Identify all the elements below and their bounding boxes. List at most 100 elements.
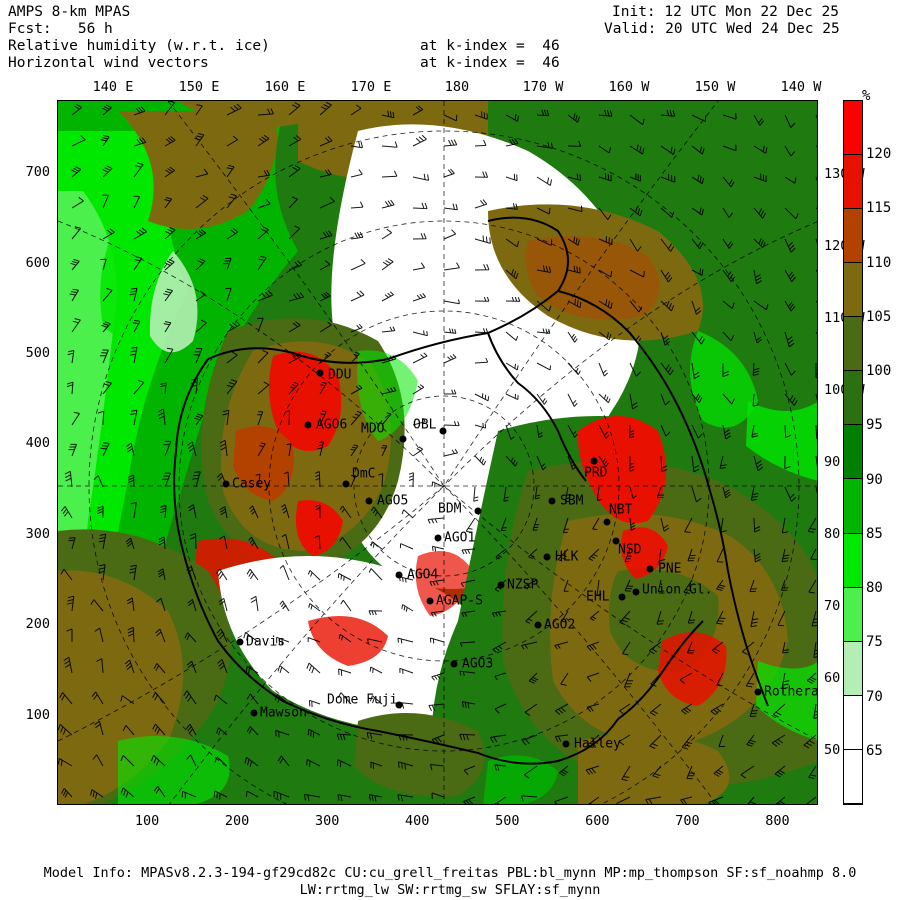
coastline: [173, 216, 769, 765]
wind-barb: [474, 357, 489, 364]
wind-barb: [681, 734, 693, 750]
wind-barb: [624, 548, 632, 563]
wind-barb: [370, 761, 383, 769]
station-label-Union-Gl-: Union Gl.: [642, 582, 713, 598]
station-marker-Casey[interactable]: [222, 480, 230, 488]
wind-barb: [276, 636, 290, 646]
wind-barb: [598, 145, 612, 154]
wind-barb: [91, 691, 104, 705]
station-marker-NBT[interactable]: [603, 518, 611, 526]
station-marker-AGO6[interactable]: [304, 421, 312, 429]
station-marker-NSD[interactable]: [612, 537, 620, 545]
wind-barb: [460, 579, 476, 588]
wind-barb: [288, 165, 301, 178]
wind-barb: [624, 579, 634, 592]
wind-barb: [153, 663, 166, 674]
wind-barb: [686, 765, 696, 780]
wind-barb: [97, 410, 105, 426]
wind-barb: [656, 610, 664, 625]
wind-barb: [163, 321, 172, 333]
station-marker-NZSP[interactable]: [497, 581, 505, 589]
map-plot-area[interactable]: DDU AGO6 MDO OBL Casey DmC AGO5 BDM AGO1 PRD SBM NB…: [57, 100, 818, 805]
wind-barb: [129, 564, 137, 581]
wind-barb: [94, 720, 104, 736]
wind-barb: [193, 413, 204, 426]
wind-barb: [443, 262, 460, 271]
wind-barb: [562, 517, 569, 534]
wind-barb: [691, 300, 702, 315]
wind-barb: [339, 537, 352, 550]
wind-barb: [67, 350, 75, 364]
wind-barb: [214, 756, 228, 767]
wind-barb: [412, 384, 425, 395]
wind-barb: [243, 632, 259, 643]
wind-barb: [719, 455, 727, 469]
station-marker-AGAP-S[interactable]: [426, 597, 434, 605]
wind-barb: [645, 796, 662, 804]
colorbar[interactable]: [843, 100, 863, 805]
wind-barb: [589, 610, 600, 621]
wind-barb: [381, 412, 392, 426]
wind-barb: [461, 701, 476, 709]
wind-barb: [781, 672, 790, 690]
station-marker-Union-Gl-[interactable]: [632, 588, 640, 596]
station-marker-AGO3[interactable]: [450, 660, 458, 668]
station-label-DDU: DDU: [328, 367, 352, 383]
wind-barb: [125, 537, 135, 550]
station-marker-HLK[interactable]: [543, 553, 551, 561]
wind-barb: [381, 326, 396, 333]
relative-humidity-field: [58, 101, 817, 804]
wind-barb: [96, 658, 104, 674]
station-marker-AGO1[interactable]: [434, 534, 442, 542]
wind-barb: [71, 103, 83, 116]
station-marker-BDM[interactable]: [474, 507, 482, 515]
wind-barb: [245, 790, 259, 798]
wind-barb: [98, 564, 106, 581]
wind-barb: [306, 662, 321, 674]
wind-barb: [162, 472, 172, 488]
wind-barb: [564, 486, 572, 503]
wind-barb: [536, 393, 548, 405]
station-marker-PNE[interactable]: [646, 565, 654, 573]
wind-barb: [66, 381, 74, 395]
station-marker-EHL[interactable]: [618, 593, 626, 601]
wind-barb: [716, 579, 726, 591]
wind-barb: [784, 238, 796, 253]
wind-barb: [219, 439, 228, 457]
x-tick-700: 700: [675, 813, 700, 829]
wind-barb: [244, 756, 259, 768]
wind-barb: [431, 481, 445, 488]
station-marker-Davis[interactable]: [236, 638, 244, 646]
station-marker-SBM[interactable]: [548, 497, 556, 505]
station-marker-AGO2[interactable]: [534, 621, 542, 629]
station-marker-Dome-Fuji[interactable]: [395, 701, 403, 709]
y-tick-600: 600: [25, 254, 50, 271]
colorbar-band-90-95: [844, 425, 862, 480]
station-label-Dome-Fuji: Dome Fuji: [327, 692, 398, 708]
wind-barb: [465, 517, 476, 533]
station-marker-AGO4[interactable]: [395, 571, 403, 579]
wind-barb: [753, 517, 761, 533]
station-marker-Mawson[interactable]: [250, 709, 258, 717]
station-marker-AGO5[interactable]: [365, 497, 373, 505]
wind-barb: [350, 290, 365, 302]
station-marker-Rothera[interactable]: [754, 688, 762, 696]
wind-barb: [586, 703, 600, 713]
station-marker-DDU[interactable]: [316, 369, 324, 377]
wind-barb: [536, 207, 551, 215]
wind-barb: [431, 734, 445, 745]
wind-barb: [159, 504, 167, 519]
model-info-line1: Model Info: MPASv8.2.3-194-gf29cd82c CU:…: [43, 865, 857, 881]
station-marker-MDO[interactable]: [399, 435, 407, 443]
wind-barb: [459, 733, 476, 741]
wind-barb: [598, 236, 613, 246]
station-marker-Halley[interactable]: [562, 740, 570, 748]
station-marker-PRD[interactable]: [590, 457, 598, 465]
station-marker-OBL[interactable]: [439, 427, 447, 435]
wind-barb: [815, 238, 817, 244]
wind-barb: [317, 441, 324, 457]
station-label-HLK: HLK: [555, 549, 579, 565]
wind-barb: [474, 235, 491, 244]
station-marker-DmC[interactable]: [342, 480, 350, 488]
wind-barb: [621, 765, 631, 781]
